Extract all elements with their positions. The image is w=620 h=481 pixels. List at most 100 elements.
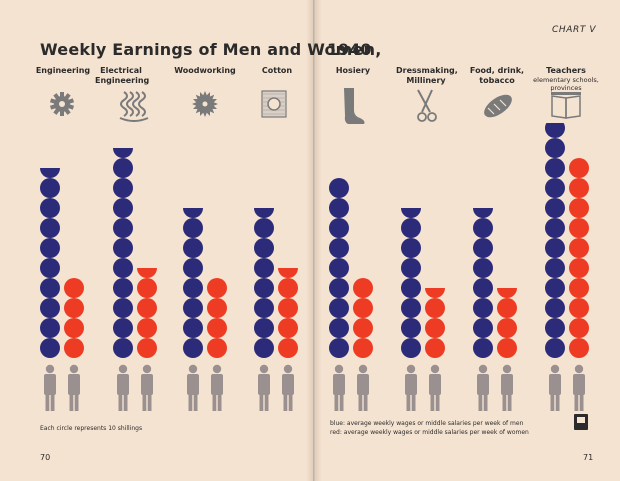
men-column-woodworking-circle bbox=[183, 318, 203, 338]
women-column-cotton-circle bbox=[278, 338, 298, 358]
men-column-electrical-engineering-circle bbox=[113, 178, 133, 198]
woman-figure-hosiery bbox=[357, 364, 369, 411]
men-column-teachers-circle bbox=[545, 318, 565, 338]
men-column-food-drink-tobacco-circle bbox=[473, 218, 493, 238]
men-column-engineering-circle bbox=[40, 258, 60, 278]
men-column-cotton-circle bbox=[254, 258, 274, 278]
unit-note: Each circle represents 10 shillings bbox=[40, 425, 143, 432]
women-column-woodworking-circle bbox=[207, 338, 227, 358]
men-column-woodworking-circle bbox=[183, 298, 203, 318]
publisher-logo bbox=[574, 414, 588, 430]
women-column-cotton-partial-circle bbox=[278, 268, 298, 278]
men-column-woodworking-partial-circle bbox=[183, 208, 203, 218]
men-column-hosiery-circle bbox=[329, 318, 349, 338]
woman-figure-dressmaking-millinery bbox=[429, 364, 441, 411]
men-column-dressmaking-millinery-circle bbox=[401, 338, 421, 358]
men-column-electrical-engineering-circle bbox=[113, 298, 133, 318]
bread-icon bbox=[484, 94, 512, 118]
women-column-food-drink-tobacco bbox=[497, 288, 517, 358]
women-column-teachers-circle bbox=[569, 258, 589, 278]
women-column-electrical-engineering-circle bbox=[137, 278, 157, 298]
men-column-electrical-engineering bbox=[113, 148, 133, 358]
category-label-electrical-engineering: Electrical Engineering bbox=[95, 66, 150, 85]
men-column-teachers-partial-circle bbox=[545, 123, 565, 138]
men-column-cotton-circle bbox=[254, 338, 274, 358]
stocking-icon bbox=[344, 88, 365, 124]
men-column-cotton-circle bbox=[254, 278, 274, 298]
women-column-hosiery-circle bbox=[353, 298, 373, 318]
woman-figure-engineering bbox=[68, 364, 80, 411]
men-column-food-drink-tobacco-circle bbox=[473, 238, 493, 258]
page-number-left: 70 bbox=[40, 453, 51, 462]
women-column-electrical-engineering-circle bbox=[137, 338, 157, 358]
scissors-icon bbox=[417, 89, 437, 122]
man-figure-teachers bbox=[549, 364, 561, 411]
category-label-food-drink-tobacco: Food, drink, tobacco bbox=[469, 66, 525, 85]
women-column-electrical-engineering-circle bbox=[137, 318, 157, 338]
men-column-woodworking-circle bbox=[183, 238, 203, 258]
men-column-dressmaking-millinery-circle bbox=[401, 278, 421, 298]
women-column-woodworking-circle bbox=[207, 318, 227, 338]
men-column-teachers-circle bbox=[545, 218, 565, 238]
men-column-teachers-circle bbox=[545, 238, 565, 258]
men-column-dressmaking-millinery-circle bbox=[401, 218, 421, 238]
men-column-teachers-circle bbox=[545, 278, 565, 298]
women-column-cotton-circle bbox=[278, 278, 298, 298]
men-column-engineering-circle bbox=[40, 298, 60, 318]
men-column-engineering-circle bbox=[40, 278, 60, 298]
men-column-electrical-engineering-circle bbox=[113, 318, 133, 338]
men-column-teachers-circle bbox=[545, 298, 565, 318]
men-column-hosiery-circle bbox=[329, 258, 349, 278]
women-column-electrical-engineering-circle bbox=[137, 298, 157, 318]
men-column-electrical-engineering-circle bbox=[113, 258, 133, 278]
men-column-hosiery-circle bbox=[329, 218, 349, 238]
men-column-hosiery-circle bbox=[329, 198, 349, 218]
men-column-food-drink-tobacco-partial-circle bbox=[473, 208, 493, 218]
women-column-teachers-circle bbox=[569, 178, 589, 198]
women-column-teachers-circle bbox=[569, 318, 589, 338]
women-column-food-drink-tobacco-circle bbox=[497, 338, 517, 358]
men-column-teachers-circle bbox=[545, 338, 565, 358]
legend-entry-women: red: average weekly wages or middle sala… bbox=[330, 429, 529, 436]
wires-icon bbox=[119, 91, 149, 122]
men-column-hosiery-circle bbox=[329, 238, 349, 258]
women-column-electrical-engineering-partial-circle bbox=[137, 268, 157, 278]
women-column-engineering-circle bbox=[64, 298, 84, 318]
men-column-woodworking-circle bbox=[183, 258, 203, 278]
category-label-cotton: Cotton bbox=[261, 66, 293, 75]
category-subtitle-teachers: elementary schools, provinces bbox=[533, 76, 599, 92]
men-column-woodworking bbox=[183, 208, 203, 358]
woman-figure-teachers bbox=[573, 364, 585, 411]
men-column-cotton-circle bbox=[254, 298, 274, 318]
women-column-teachers-circle bbox=[569, 238, 589, 258]
women-column-hosiery-circle bbox=[353, 338, 373, 358]
women-column-dressmaking-millinery-circle bbox=[425, 338, 445, 358]
category-label-dressmaking: Dressmaking, Millinery bbox=[396, 66, 458, 85]
men-column-food-drink-tobacco-circle bbox=[473, 278, 493, 298]
woman-figure-food-drink-tobacco bbox=[501, 364, 513, 411]
women-column-electrical-engineering bbox=[137, 268, 157, 358]
men-column-engineering-circle bbox=[40, 198, 60, 218]
man-figure-cotton bbox=[258, 364, 270, 411]
men-column-teachers-circle bbox=[545, 158, 565, 178]
women-column-engineering-circle bbox=[64, 278, 84, 298]
women-column-teachers-circle bbox=[569, 198, 589, 218]
page-number-right: 71 bbox=[583, 453, 594, 462]
men-column-hosiery-circle bbox=[329, 178, 349, 198]
men-column-engineering bbox=[40, 168, 60, 358]
women-column-hosiery-circle bbox=[353, 318, 373, 338]
women-column-hosiery-circle bbox=[353, 278, 373, 298]
woman-figure-woodworking bbox=[211, 364, 223, 411]
men-column-electrical-engineering-partial-circle bbox=[113, 148, 133, 158]
men-column-cotton-circle bbox=[254, 238, 274, 258]
men-column-cotton-circle bbox=[254, 218, 274, 238]
men-column-electrical-engineering-circle bbox=[113, 198, 133, 218]
man-figure-food-drink-tobacco bbox=[477, 364, 489, 411]
men-column-woodworking-circle bbox=[183, 338, 203, 358]
women-column-woodworking-circle bbox=[207, 298, 227, 318]
men-column-food-drink-tobacco-circle bbox=[473, 318, 493, 338]
men-column-electrical-engineering-circle bbox=[113, 158, 133, 178]
chart-label: CHART V bbox=[552, 25, 597, 35]
men-column-engineering-circle bbox=[40, 318, 60, 338]
